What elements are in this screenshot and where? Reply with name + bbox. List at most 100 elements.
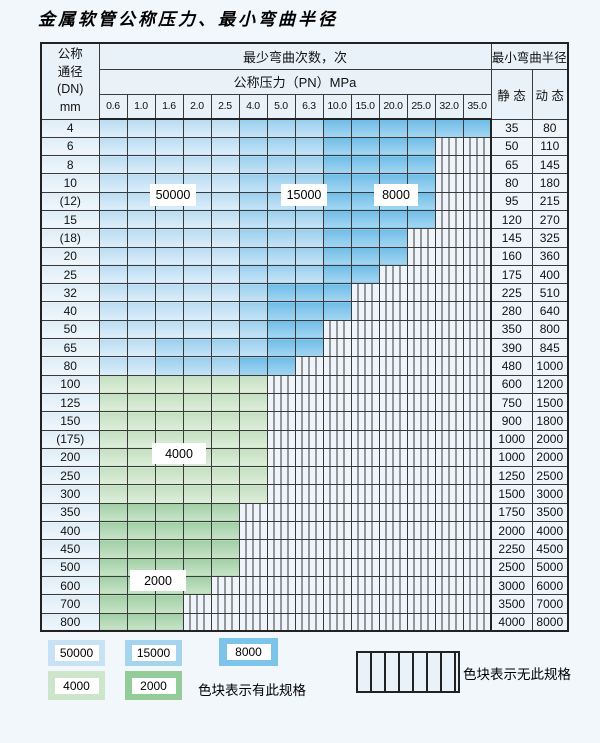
legend-swatch-15000: 15000 (125, 640, 182, 666)
dynamic-radius-cell: 80 (531, 118, 569, 138)
spec-cell-2000 (154, 521, 184, 541)
dynamic-radius-cell: 3000 (531, 484, 569, 504)
no-spec-cell (350, 539, 380, 559)
spec-cell-15000 (238, 155, 268, 175)
spec-cell-8000 (378, 136, 408, 157)
spec-cell-4000 (210, 392, 240, 413)
spec-cell-8000 (322, 264, 352, 285)
table-row: 450 2250 4500 (40, 539, 569, 559)
no-spec-cell (462, 283, 492, 303)
no-spec-cell (462, 228, 492, 248)
no-spec-cell (322, 484, 352, 504)
no-spec-cell (378, 356, 408, 376)
dn-cell: 20 (40, 246, 100, 266)
spec-cell-4000 (98, 429, 128, 449)
spec-cell-50000 (210, 209, 240, 230)
spec-cell-2000 (154, 502, 184, 523)
spec-cell-50000 (182, 136, 212, 157)
no-spec-cell (434, 155, 464, 175)
spec-cell-8000 (350, 173, 380, 193)
no-spec-cell (462, 191, 492, 211)
no-spec-cell (406, 338, 436, 358)
spec-cell-2000 (98, 539, 128, 559)
no-spec-cell (434, 301, 464, 321)
static-radius-cell: 2000 (490, 521, 533, 541)
spec-cell-8000 (294, 283, 324, 303)
spec-cell-15000 (294, 155, 324, 175)
no-spec-cell (378, 521, 408, 541)
spec-cell-4000 (126, 374, 156, 394)
no-spec-cell (434, 429, 464, 449)
no-spec-cell (406, 356, 436, 376)
no-spec-cell (434, 612, 464, 632)
static-radius-cell: 3500 (490, 594, 533, 614)
no-spec-cell (210, 612, 240, 632)
no-spec-cell (350, 411, 380, 431)
legend-swatch-label: 8000 (226, 644, 271, 660)
no-spec-cell (322, 374, 352, 394)
spec-cell-50000 (126, 301, 156, 321)
spec-cell-50000 (126, 118, 156, 138)
no-spec-cell (378, 374, 408, 394)
no-spec-cell (378, 466, 408, 486)
no-spec-cell (294, 447, 324, 468)
no-spec-cell (406, 264, 436, 285)
no-spec-cell (350, 557, 380, 577)
dn-cell: 150 (40, 411, 100, 431)
pressure-col-header: 1.0 (126, 93, 156, 120)
legend-swatch-8000: 8000 (219, 638, 278, 666)
no-spec-cell (462, 411, 492, 431)
spec-cell-50000 (154, 118, 184, 138)
legend-has-spec-text: 色块表示有此规格 (198, 683, 306, 698)
table-row: 200 1000 2000 (40, 447, 569, 468)
spec-cell-4000 (238, 411, 268, 431)
no-spec-cell (350, 283, 380, 303)
dn-cell: 50 (40, 319, 100, 340)
spec-cell-2000 (210, 557, 240, 577)
legend-swatch-label: 2000 (131, 677, 176, 694)
static-radius-cell: 1000 (490, 447, 533, 468)
spec-cell-50000 (154, 136, 184, 157)
spec-cell-2000 (154, 594, 184, 614)
no-spec-cell (462, 466, 492, 486)
no-spec-cell (406, 521, 436, 541)
spec-cell-15000 (238, 191, 268, 211)
dn-cell: 65 (40, 338, 100, 358)
table-row: 100 600 1200 (40, 374, 569, 394)
no-spec-cell (462, 392, 492, 413)
spec-cell-15000 (294, 209, 324, 230)
no-spec-cell (238, 594, 268, 614)
spec-cell-50000 (210, 191, 240, 211)
spec-cell-50000 (98, 191, 128, 211)
spec-cell-15000 (294, 246, 324, 266)
no-spec-cell (322, 392, 352, 413)
no-spec-cell (434, 411, 464, 431)
spec-cell-50000 (210, 301, 240, 321)
spec-cell-8000 (350, 264, 380, 285)
no-spec-cell (350, 575, 380, 596)
no-spec-cell (462, 521, 492, 541)
spec-cell-8000 (378, 209, 408, 230)
no-spec-cell (406, 411, 436, 431)
spec-cell-15000 (294, 228, 324, 248)
no-spec-cell (378, 484, 408, 504)
region-label-8000: 8000 (374, 184, 418, 206)
dn-cell: 800 (40, 612, 100, 632)
no-spec-cell (238, 612, 268, 632)
no-spec-cell (238, 502, 268, 523)
dynamic-radius-cell: 640 (531, 301, 569, 321)
no-spec-cell (462, 264, 492, 285)
dynamic-radius-cell: 270 (531, 209, 569, 230)
no-spec-cell (462, 502, 492, 523)
static-radius-cell: 1000 (490, 429, 533, 449)
no-spec-cell (434, 594, 464, 614)
dn-cell: 125 (40, 392, 100, 413)
table-row: 125 750 1500 (40, 392, 569, 413)
no-spec-cell (462, 155, 492, 175)
spec-cell-8000 (378, 246, 408, 266)
spec-cell-50000 (182, 155, 212, 175)
spec-cell-50000 (98, 228, 128, 248)
dynamic-radius-cell: 2500 (531, 466, 569, 486)
spec-cell-50000 (126, 228, 156, 248)
radius-header: 最小弯曲半径 (490, 42, 569, 70)
